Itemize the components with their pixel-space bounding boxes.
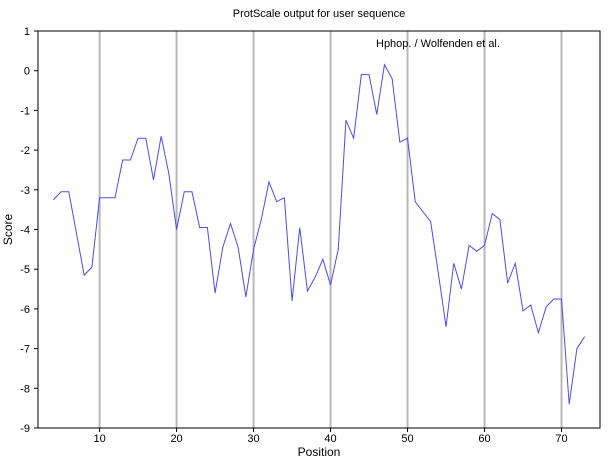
y-axis-label: Score bbox=[1, 214, 15, 246]
y-tick-label: -3 bbox=[20, 185, 30, 197]
grid bbox=[98, 31, 563, 428]
x-axis-label: Position bbox=[298, 445, 341, 459]
y-tick-label: -4 bbox=[20, 225, 30, 237]
y-tick-label: 0 bbox=[24, 66, 30, 78]
x-tick-label: 60 bbox=[478, 433, 490, 445]
series-line bbox=[53, 63, 586, 405]
x-tick-label: 50 bbox=[401, 433, 413, 445]
y-tick-label: -9 bbox=[20, 423, 30, 435]
y-tick-label: -5 bbox=[20, 264, 30, 276]
x-tick-label: 20 bbox=[170, 433, 182, 445]
x-tick-label: 30 bbox=[247, 433, 259, 445]
y-tick-label: 1 bbox=[24, 26, 30, 38]
y-tick-label: -2 bbox=[20, 145, 30, 157]
x-tick-label: 40 bbox=[324, 433, 336, 445]
y-tick-label: -1 bbox=[20, 105, 30, 117]
x-axis-ticks: 10 20 30 40 50 60 70 bbox=[93, 428, 568, 445]
y-tick-label: -7 bbox=[20, 344, 30, 356]
x-tick-label: 10 bbox=[93, 433, 105, 445]
plot-area-frame bbox=[37, 30, 601, 429]
x-tick-label: 70 bbox=[555, 433, 567, 445]
chart-title: ProtScale output for user sequence bbox=[233, 8, 405, 20]
scale-annotation: Hphop. / Wolfenden et al. bbox=[376, 38, 500, 50]
y-axis-ticks: 1 0 -1 -2 -3 -4 -5 -6 -7 -8 -9 bbox=[20, 26, 38, 435]
y-tick-label: -8 bbox=[20, 383, 30, 395]
y-tick-label: -6 bbox=[20, 304, 30, 316]
